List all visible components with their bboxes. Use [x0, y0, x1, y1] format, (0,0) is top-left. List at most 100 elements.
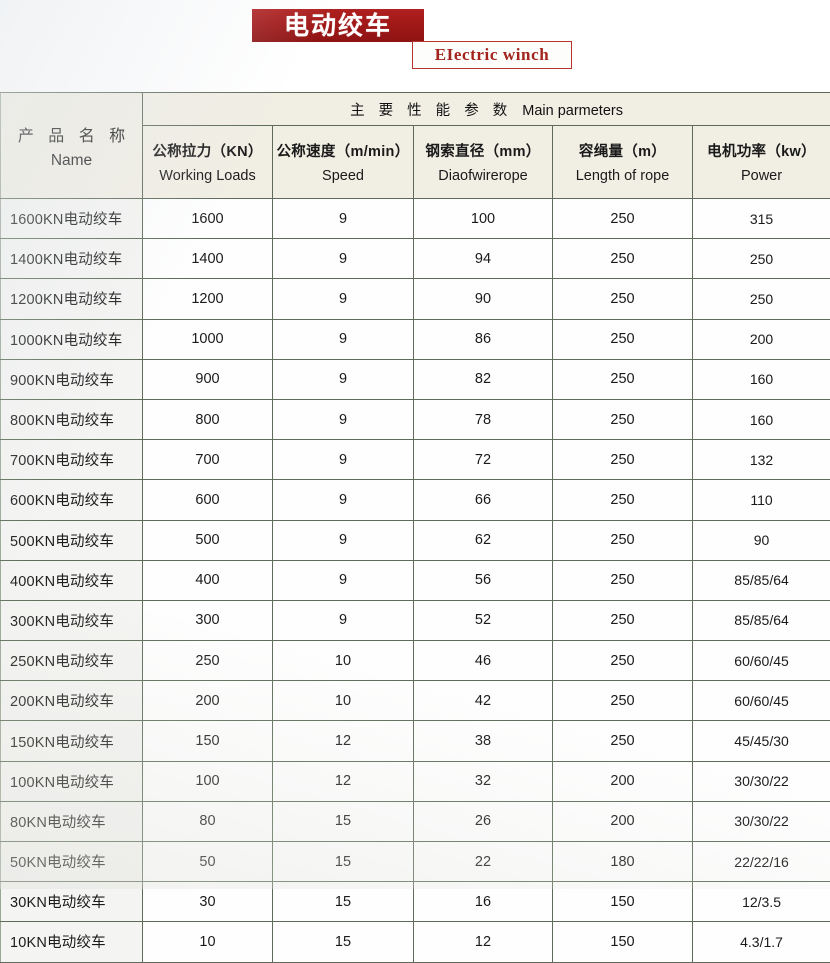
row-cell-power: 250	[693, 239, 830, 279]
row-cell-product-name: 50KN电动绞车	[1, 842, 143, 882]
row-cell-working-load: 1400	[143, 239, 273, 279]
row-cell-product-name: 1400KN电动绞车	[1, 239, 143, 279]
row-cell-length-of-rope: 180	[553, 842, 693, 882]
row-cell-working-load: 600	[143, 480, 273, 520]
column-header-name-cn: 产 品 名 称	[1, 122, 142, 146]
row-cell-length-of-rope: 250	[553, 359, 693, 399]
row-cell-wire-rope-diameter: 16	[414, 882, 553, 922]
column-header-working-loads-cn: 公称拉力（KN）	[143, 140, 272, 161]
column-header-speed-en: Speed	[273, 168, 413, 184]
row-cell-length-of-rope: 250	[553, 681, 693, 721]
row-cell-speed: 12	[273, 761, 414, 801]
row-cell-product-name: 900KN电动绞车	[1, 359, 143, 399]
row-cell-length-of-rope: 250	[553, 440, 693, 480]
column-header-wire-rope-diameter-en: Diaofwirerope	[414, 168, 552, 184]
row-cell-wire-rope-diameter: 100	[414, 199, 553, 239]
row-cell-product-name: 1000KN电动绞车	[1, 319, 143, 359]
row-cell-length-of-rope: 250	[553, 560, 693, 600]
row-cell-speed: 15	[273, 801, 414, 841]
logo-banner-chinese: 电动绞车	[252, 9, 424, 42]
row-cell-product-name: 80KN电动绞车	[1, 801, 143, 841]
logo-banner-title: 电动绞车	[284, 13, 392, 38]
row-cell-product-name: 150KN电动绞车	[1, 721, 143, 761]
group-header-cn: 主 要 性 能 参 数	[350, 103, 512, 119]
row-cell-product-name: 250KN电动绞车	[1, 641, 143, 681]
row-cell-length-of-rope: 200	[553, 761, 693, 801]
column-header-length-of-rope: 容绳量（m） Length of rope	[553, 126, 693, 199]
row-cell-wire-rope-diameter: 46	[414, 641, 553, 681]
row-cell-working-load: 250	[143, 641, 273, 681]
row-cell-working-load: 150	[143, 721, 273, 761]
row-cell-power: 45/45/30	[693, 721, 830, 761]
row-cell-speed: 9	[273, 279, 414, 319]
row-cell-power: 200	[693, 319, 830, 359]
row-cell-speed: 9	[273, 600, 414, 640]
row-cell-power: 60/60/45	[693, 641, 830, 681]
column-header-working-loads-en: Working Loads	[143, 168, 272, 184]
row-cell-wire-rope-diameter: 72	[414, 440, 553, 480]
column-header-wire-rope-diameter: 钢索直径（mm） Diaofwirerope	[414, 126, 553, 199]
row-cell-speed: 9	[273, 440, 414, 480]
row-cell-power: 110	[693, 480, 830, 520]
column-header-length-of-rope-en: Length of rope	[553, 168, 692, 184]
row-cell-speed: 12	[273, 721, 414, 761]
row-cell-product-name: 700KN电动绞车	[1, 440, 143, 480]
row-cell-working-load: 400	[143, 560, 273, 600]
column-header-power-cn: 电机功率（kw）	[693, 140, 830, 161]
row-cell-wire-rope-diameter: 32	[414, 761, 553, 801]
row-cell-length-of-rope: 250	[553, 480, 693, 520]
row-cell-speed: 9	[273, 319, 414, 359]
row-cell-wire-rope-diameter: 94	[414, 239, 553, 279]
row-cell-speed: 15	[273, 882, 414, 922]
row-cell-wire-rope-diameter: 86	[414, 319, 553, 359]
logo-subtitle-text: EIectric winch	[435, 45, 550, 65]
row-cell-wire-rope-diameter: 62	[414, 520, 553, 560]
row-cell-length-of-rope: 150	[553, 922, 693, 962]
column-header-speed-cn: 公称速度（m/min）	[273, 140, 413, 161]
table-header: 产 品 名 称 Name 主 要 性 能 参 数 Main parmeters 公…	[1, 93, 830, 199]
row-cell-wire-rope-diameter: 26	[414, 801, 553, 841]
row-cell-length-of-rope: 200	[553, 801, 693, 841]
row-cell-product-name: 100KN电动绞车	[1, 761, 143, 801]
row-cell-working-load: 80	[143, 801, 273, 841]
group-header-en: Main parmeters	[522, 103, 623, 119]
row-cell-working-load: 1200	[143, 279, 273, 319]
row-cell-speed: 10	[273, 681, 414, 721]
row-cell-working-load: 1600	[143, 199, 273, 239]
row-cell-power: 60/60/45	[693, 681, 830, 721]
row-cell-length-of-rope: 250	[553, 279, 693, 319]
row-cell-wire-rope-diameter: 38	[414, 721, 553, 761]
row-cell-power: 315	[693, 199, 830, 239]
row-cell-product-name: 600KN电动绞车	[1, 480, 143, 520]
row-cell-speed: 9	[273, 520, 414, 560]
row-cell-working-load: 900	[143, 359, 273, 399]
logo-subtitle-box: EIectric winch	[412, 41, 572, 69]
row-cell-power: 22/22/16	[693, 842, 830, 882]
row-cell-power: 12/3.5	[693, 882, 830, 922]
winch-specification-table: 产 品 名 称 Name 主 要 性 能 参 数 Main parmeters 公…	[0, 92, 830, 963]
row-cell-working-load: 1000	[143, 319, 273, 359]
row-cell-speed: 9	[273, 399, 414, 439]
row-cell-length-of-rope: 250	[553, 721, 693, 761]
row-cell-wire-rope-diameter: 90	[414, 279, 553, 319]
row-cell-wire-rope-diameter: 82	[414, 359, 553, 399]
row-cell-working-load: 50	[143, 842, 273, 882]
row-cell-length-of-rope: 250	[553, 239, 693, 279]
column-header-name: 产 品 名 称 Name	[1, 93, 143, 199]
row-cell-wire-rope-diameter: 12	[414, 922, 553, 962]
column-header-name-en: Name	[1, 152, 142, 170]
row-cell-wire-rope-diameter: 78	[414, 399, 553, 439]
row-cell-length-of-rope: 250	[553, 319, 693, 359]
column-header-power-en: Power	[693, 168, 830, 184]
